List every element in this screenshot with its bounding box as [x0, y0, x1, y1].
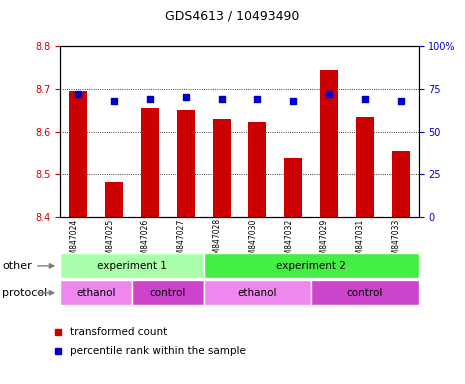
Bar: [248, 122, 266, 217]
Text: ethanol: ethanol: [238, 288, 277, 298]
Point: [74, 91, 82, 97]
Bar: [320, 70, 338, 217]
Text: transformed count: transformed count: [70, 327, 167, 337]
Text: control: control: [346, 288, 383, 298]
Point: [182, 94, 190, 101]
Text: experiment 1: experiment 1: [97, 261, 167, 271]
Bar: [356, 117, 374, 217]
Text: percentile rank within the sample: percentile rank within the sample: [70, 346, 246, 356]
Text: control: control: [150, 288, 186, 298]
Bar: [392, 151, 410, 217]
Text: ethanol: ethanol: [77, 288, 116, 298]
Point: [397, 98, 405, 104]
Bar: [105, 182, 123, 217]
Bar: [69, 91, 87, 217]
Bar: [284, 159, 302, 217]
Text: experiment 2: experiment 2: [276, 261, 346, 271]
Text: other: other: [2, 261, 32, 271]
Point: [326, 91, 333, 97]
Point: [254, 96, 261, 102]
Point: [111, 98, 118, 104]
Point: [289, 98, 297, 104]
Text: GDS4613 / 10493490: GDS4613 / 10493490: [166, 10, 299, 23]
Bar: [213, 119, 231, 217]
Bar: [177, 110, 195, 217]
Bar: [141, 108, 159, 217]
Point: [361, 96, 368, 102]
Point: [146, 96, 153, 102]
Text: protocol: protocol: [2, 288, 47, 298]
Point: [218, 96, 225, 102]
